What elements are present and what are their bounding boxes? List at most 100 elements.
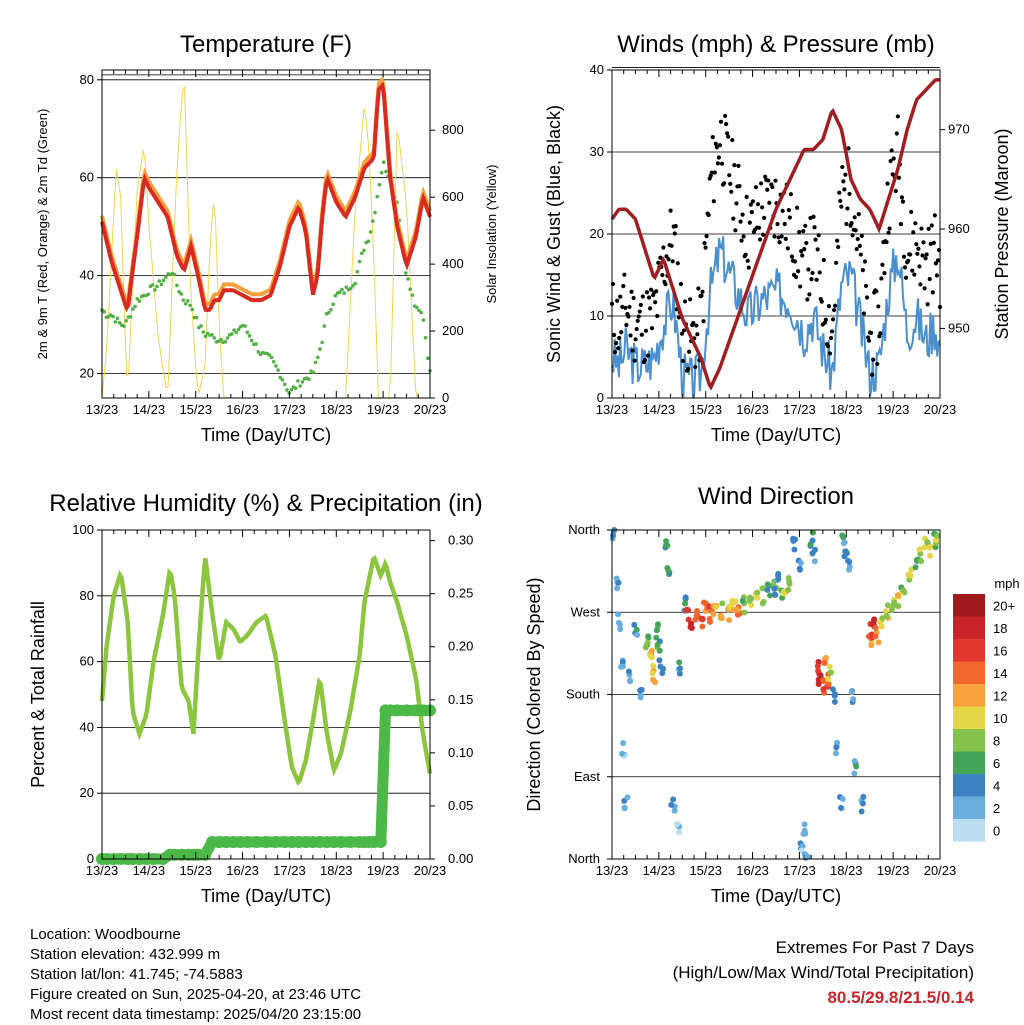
x-tick-label: 17/23 [783,402,816,417]
y-tick-label: North [568,851,600,866]
y-tick-label: North [568,522,600,537]
direction-point [717,612,724,619]
x-tick-label: 17/23 [273,402,306,417]
gust-point [761,232,766,237]
gust-point [783,236,788,241]
gust-point [643,328,649,333]
gust-point [906,258,911,263]
direction-point [746,597,753,604]
direction-point [842,548,849,555]
gust-point [792,259,798,264]
gust-point [691,320,696,326]
gust-point [924,252,929,257]
dewpoint-point [333,293,338,298]
gust-point [661,245,666,250]
gust-point [860,268,865,273]
direction-point [814,663,821,670]
y-axis-label: 2m & 9m T (Red, Orange) & 2m Td (Green) [35,109,50,360]
direction-point [831,690,838,697]
gust-point [898,221,904,227]
dewpoint-point [381,160,386,164]
gust-point [935,258,941,263]
dewpoint-point [419,310,423,315]
dewpoint-point [113,320,118,324]
y2-tick-label: 950 [948,320,970,335]
direction-point [665,567,672,574]
direction-point [685,607,692,614]
gust-point [695,332,700,337]
gust-point [816,233,821,238]
y2-tick-label: 960 [948,221,970,236]
gust-point [711,199,716,204]
dewpoint-point [131,307,135,311]
gust-point [734,201,739,206]
info-location: Location: Woodbourne [30,926,181,943]
direction-point [801,821,808,828]
gust-point [847,191,852,197]
dewpoint-point [236,327,241,332]
x-tick-label: 17/23 [273,863,306,878]
gust-point [862,259,868,264]
gust-point [716,155,722,160]
dewpoint-point [124,319,129,323]
series-relative-humidity [99,555,433,786]
dewpoint-point [406,277,410,281]
dewpoint-point [245,330,250,335]
direction-point [739,597,746,604]
legend-swatch [953,594,985,617]
x-tick-label: 13/23 [596,402,629,417]
chart-title-humidity: Relative Humidity (%) & Precipitation (i… [49,490,482,517]
direction-point [620,740,627,747]
gust-point [878,331,883,336]
direction-point [625,668,632,675]
gust-point [828,335,834,341]
gust-point [743,252,748,257]
gust-point [910,268,915,273]
x-tick-label: 15/23 [179,863,212,878]
direction-point [798,847,805,854]
gust-point [653,300,658,305]
y2-tick-label: 0.05 [448,798,473,813]
gust-point [666,257,671,262]
gust-point [622,272,627,277]
gust-point [701,319,706,324]
dewpoint-point [353,281,357,286]
gust-point [733,228,738,233]
y-tick-label: 30 [590,144,604,159]
legend-label: 8 [993,733,1000,748]
direction-point [759,585,766,592]
direction-point [888,606,895,613]
direction-point [631,621,638,628]
direction-point [853,763,860,770]
direction-point [900,587,907,594]
gust-point [681,328,687,333]
dewpoint-point [230,332,234,336]
gust-point [629,289,634,294]
gust-point [829,329,835,334]
gust-point [639,332,644,337]
dewpoint-point [186,298,190,303]
direction-point [811,558,818,565]
dewpoint-point [329,308,333,312]
direction-point [771,585,778,592]
dewpoint-point [300,380,305,384]
direction-point [626,677,633,684]
legend-swatch [953,706,985,729]
gust-point [685,366,691,372]
gust-point [796,268,801,274]
direction-point [771,591,778,598]
plot-frame-3 [101,529,431,860]
legend-swatch [953,661,985,684]
dewpoint-point [414,305,419,310]
dewpoint-point [318,347,322,351]
direction-point [682,600,689,607]
gust-point [749,209,754,215]
gust-point [660,272,665,278]
dewpoint-point [225,336,230,340]
direction-point [693,612,700,619]
direction-point [832,750,839,757]
gust-point [925,302,930,307]
gust-point [901,254,907,259]
direction-point [916,546,923,553]
gust-point [729,189,734,194]
